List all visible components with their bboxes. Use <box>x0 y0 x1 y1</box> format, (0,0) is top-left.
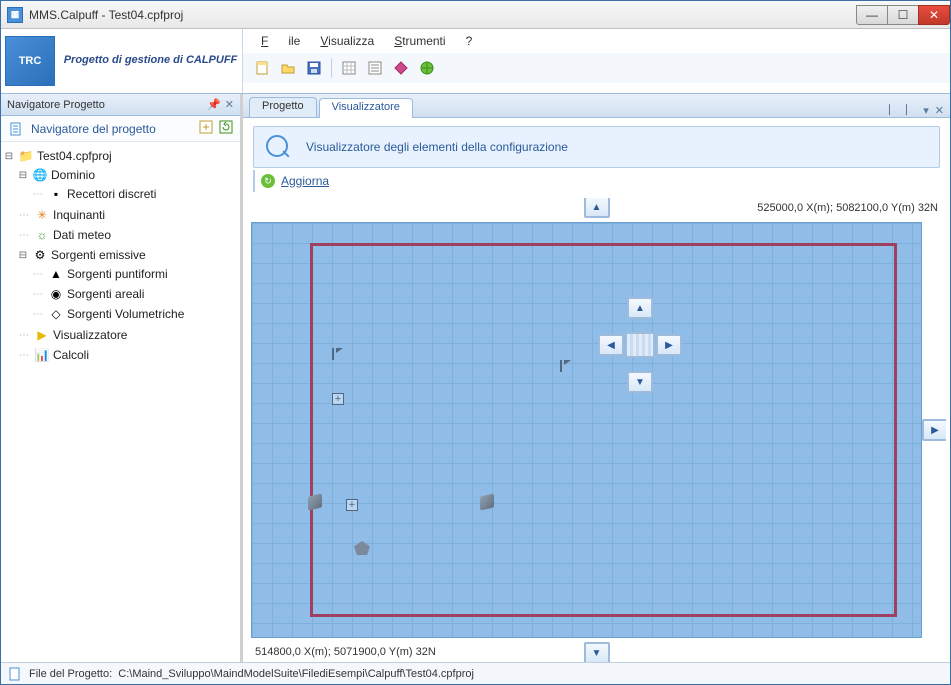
app-logo: TRC <box>5 36 55 86</box>
app-tagline: Progetto di gestione di CALPUFF <box>63 54 238 67</box>
map-canvas[interactable]: ▲ ◀ ▶ ▼ + + <box>251 222 922 638</box>
tree-dominio[interactable]: ⊟ 🌐 Dominio <box>3 166 238 184</box>
tab-scroll-right-icon[interactable]: ⎸ <box>906 104 917 117</box>
pan-up-button[interactable]: ▲ <box>627 297 653 319</box>
map-marker-cyl[interactable] <box>480 494 494 511</box>
status-doc-icon <box>7 666 23 682</box>
scroll-up-button[interactable]: ▲ <box>584 198 610 218</box>
project-tree[interactable]: ⊟ 📁 Test04.cpfproj ⊟ 🌐 Dominio ⋯ <box>1 142 240 662</box>
window-controls: — ☐ ✕ <box>857 5 950 25</box>
magnifier-icon <box>264 133 292 161</box>
map-marker-flag[interactable] <box>332 348 344 360</box>
canvas-area: 525000,0 X(m); 5082100,0 Y(m) 32N ▲ ▶ ▼ … <box>247 198 946 662</box>
tb-open-button[interactable] <box>277 57 299 79</box>
refresh-bar: ↻ Aggiorna <box>253 170 940 192</box>
toolbar <box>243 53 950 83</box>
maximize-button[interactable]: ☐ <box>887 5 919 25</box>
pollutants-icon: ✳ <box>34 207 50 223</box>
tree-sorgenti[interactable]: ⊟ ⚙ Sorgenti emissive <box>3 246 238 264</box>
status-path: C:\Maind_Sviluppo\MaindModelSuite\Filedi… <box>118 668 474 680</box>
tree-calcoli[interactable]: ⋯ 📊 Calcoli <box>3 346 238 364</box>
refresh-link[interactable]: Aggiorna <box>281 174 329 188</box>
pan-cluster: ▲ ◀ ▶ ▼ <box>592 297 688 393</box>
tb-help-button[interactable] <box>390 57 412 79</box>
point-source-icon: ▲ <box>48 266 64 282</box>
menu-strumenti[interactable]: Strumenti <box>384 31 455 51</box>
pan-left-button[interactable]: ◀ <box>598 334 624 356</box>
tab-strip: Progetto Visualizzatore ⎸ ⎸ ▾ ✕ <box>243 94 950 118</box>
domain-icon: 🌐 <box>32 167 48 183</box>
app-icon: ▦ <box>7 7 23 23</box>
map-marker-plus[interactable]: + <box>346 499 358 511</box>
tree-root[interactable]: ⊟ 📁 Test04.cpfproj <box>3 147 238 165</box>
scroll-down-button[interactable]: ▼ <box>584 642 610 662</box>
menu-visualizza[interactable]: Visualizza <box>310 31 384 51</box>
area-source-icon: ◉ <box>48 286 64 302</box>
tab-visualizzatore[interactable]: Visualizzatore <box>319 98 413 118</box>
refresh-icon: ↻ <box>261 174 275 188</box>
toolbar-separator <box>331 58 332 78</box>
ribbon: TRC Progetto di gestione di CALPUFF File… <box>1 29 950 94</box>
tab-scroll-left-icon[interactable]: ⎸ <box>889 104 900 117</box>
tab-menu-icon[interactable]: ▾ <box>923 104 929 117</box>
meteo-icon: ☼ <box>34 227 50 243</box>
pan-down-button[interactable]: ▼ <box>627 371 653 393</box>
titlebar: ▦ MMS.Calpuff - Test04.cpfproj — ☐ ✕ <box>1 1 950 29</box>
calc-icon: 📊 <box>34 347 50 363</box>
coord-top-right: 525000,0 X(m); 5082100,0 Y(m) 32N <box>757 202 938 214</box>
tree-inquinanti[interactable]: ⋯ ✳ Inquinanti <box>3 206 238 224</box>
tb-save-button[interactable] <box>303 57 325 79</box>
close-panel-icon[interactable]: ✕ <box>225 98 234 111</box>
tree-root-label: Test04.cpfproj <box>37 149 112 163</box>
tb-grid-button[interactable] <box>338 57 360 79</box>
tree-sorg-vol[interactable]: ⋯ ◇ Sorgenti Volumetriche <box>3 305 238 323</box>
folder-icon: 📁 <box>18 148 34 164</box>
tb-new-button[interactable] <box>251 57 273 79</box>
vol-source-icon: ◇ <box>48 306 64 322</box>
tree-visualizzatore[interactable]: ⋯ ▶ Visualizzatore <box>3 326 238 344</box>
map-marker-cyl[interactable] <box>308 494 322 511</box>
document-icon <box>7 120 25 138</box>
minimize-button[interactable]: — <box>856 5 888 25</box>
scroll-right-button[interactable]: ▶ <box>922 419 946 441</box>
coord-bottom-left: 514800,0 X(m); 5071900,0 Y(m) 32N <box>255 646 436 658</box>
navigator-header: Navigatore Progetto 📌 ✕ <box>1 94 240 116</box>
tree-datimeteo[interactable]: ⋯ ☼ Dati meteo <box>3 226 238 244</box>
map-marker-plus[interactable]: + <box>332 393 344 405</box>
tree-recettori[interactable]: ⋯ ▪ Recettori discreti <box>3 185 238 203</box>
tab-progetto[interactable]: Progetto <box>249 97 317 117</box>
statusbar: File del Progetto: C:\Maind_Sviluppo\Mai… <box>1 662 950 684</box>
tb-globe-button[interactable] <box>416 57 438 79</box>
navigator-header-label: Navigatore Progetto <box>7 99 105 111</box>
close-button[interactable]: ✕ <box>918 5 950 25</box>
pan-right-button[interactable]: ▶ <box>656 334 682 356</box>
ribbon-logo-area: TRC Progetto di gestione di CALPUFF <box>1 29 243 93</box>
tree-sorg-punti[interactable]: ⋯ ▲ Sorgenti puntiformi <box>3 265 238 283</box>
main-content: Progetto Visualizzatore ⎸ ⎸ ▾ ✕ Visualiz… <box>243 94 950 662</box>
sources-icon: ⚙ <box>32 247 48 263</box>
refresh-tree-icon[interactable] <box>218 119 234 138</box>
navigator-subbar: Navigatore del progetto <box>1 116 240 142</box>
expand-all-icon[interactable] <box>198 119 214 138</box>
window-title: MMS.Calpuff - Test04.cpfproj <box>29 8 857 22</box>
tree-sorg-areali[interactable]: ⋯ ◉ Sorgenti areali <box>3 285 238 303</box>
menu-help[interactable]: ? <box>456 31 483 51</box>
tab-close-icon[interactable]: ✕ <box>935 104 944 117</box>
pin-icon[interactable]: 📌 <box>207 98 221 111</box>
status-label: File del Progetto: <box>29 668 112 680</box>
visualizer-icon: ▶ <box>34 327 50 343</box>
navigator-title: Navigatore del progetto <box>31 122 194 136</box>
pan-center-button[interactable] <box>625 332 655 358</box>
navigator-panel: Navigatore Progetto 📌 ✕ Navigatore del p… <box>1 94 243 662</box>
tb-list-button[interactable] <box>364 57 386 79</box>
receptors-icon: ▪ <box>48 186 64 202</box>
menu-file[interactable]: File <box>251 31 310 51</box>
visualizer-header: Visualizzatore degli elementi della conf… <box>253 126 940 168</box>
visualizer-header-label: Visualizzatore degli elementi della conf… <box>306 140 568 154</box>
map-marker-flag[interactable] <box>560 360 572 372</box>
menubar: File Visualizza Strumenti ? <box>243 29 950 53</box>
